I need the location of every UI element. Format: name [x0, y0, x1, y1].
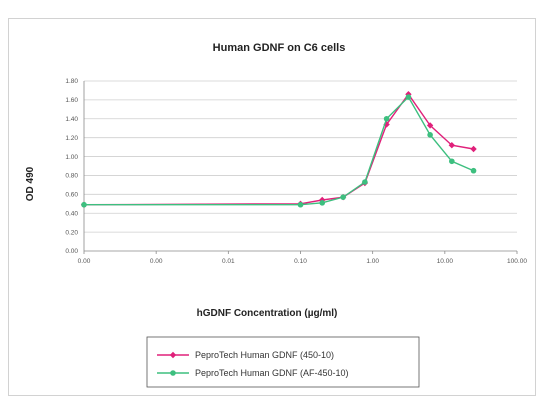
x-tick-label: 10.00: [437, 258, 454, 265]
data-point: [470, 167, 477, 174]
x-tick-labels: 0.00 0.00 0.01 0.10 1.00 10.00 100.00: [78, 258, 528, 265]
y-tick-label: 1.20: [65, 135, 78, 142]
legend: PeproTech Human GDNF (450-10) PeproTech H…: [146, 336, 420, 388]
x-axis-label: hGDNF Concentration (µg/ml): [197, 308, 338, 319]
x-tick-label: 100.00: [507, 258, 527, 265]
legend-marker: [170, 370, 176, 376]
y-tick-label: 0.00: [65, 248, 78, 255]
legend-label: PeproTech Human GDNF (AF-450-10): [195, 368, 349, 378]
y-tick-label: 1.80: [65, 78, 78, 85]
data-point: [449, 158, 455, 165]
y-tick-labels: 0.00 0.20 0.40 0.60 0.80 1.00 1.20 1.40 1.60 1.80: [65, 78, 78, 255]
legend-marker: [169, 351, 177, 359]
x-tick-label: 0.00: [150, 258, 163, 265]
y-tick-label: 0.60: [65, 192, 78, 199]
y-tick-label: 0.40: [65, 210, 78, 217]
x-tick-label: 1.00: [366, 258, 379, 265]
y-tick-label: 1.00: [65, 154, 78, 161]
y-tick-label: 0.20: [65, 229, 78, 236]
x-tick-label: 0.10: [294, 258, 307, 265]
series-line: [83, 93, 474, 206]
series-line: [84, 95, 474, 206]
chart-title: Human GDNF on C6 cells: [213, 42, 346, 54]
legend-box: [146, 336, 420, 388]
y-tick-label: 1.40: [65, 116, 78, 123]
chart: Human GDNF on C6 cells 0.000.200.400.600…: [25, 42, 528, 388]
x-tick-label: 0.00: [78, 258, 91, 265]
chart-frame: Human GDNF on C6 cells 0.00 0.20 0.40 0.60 0…: [8, 18, 536, 396]
y-axis-label: OD 490: [25, 166, 36, 201]
data-point: [448, 142, 456, 149]
series-2: [81, 94, 477, 208]
data-point: [470, 145, 477, 153]
legend-label: PeproTech Human GDNF (450-10): [195, 350, 334, 360]
data-point: [427, 132, 433, 138]
data-point: [340, 194, 346, 200]
y-tick-label: 1.60: [65, 97, 78, 104]
series-1: [80, 91, 477, 208]
data-point: [319, 200, 326, 206]
data-point: [383, 115, 390, 122]
data-point: [81, 201, 87, 208]
data-point: [405, 94, 412, 100]
data-point: [426, 122, 434, 129]
data-point: [297, 201, 304, 208]
x-tick-label: 0.01: [222, 258, 235, 265]
y-tick-label: 0.80: [65, 173, 78, 180]
grid: [83, 80, 518, 254]
series: [80, 91, 477, 208]
data-point: [362, 179, 368, 185]
